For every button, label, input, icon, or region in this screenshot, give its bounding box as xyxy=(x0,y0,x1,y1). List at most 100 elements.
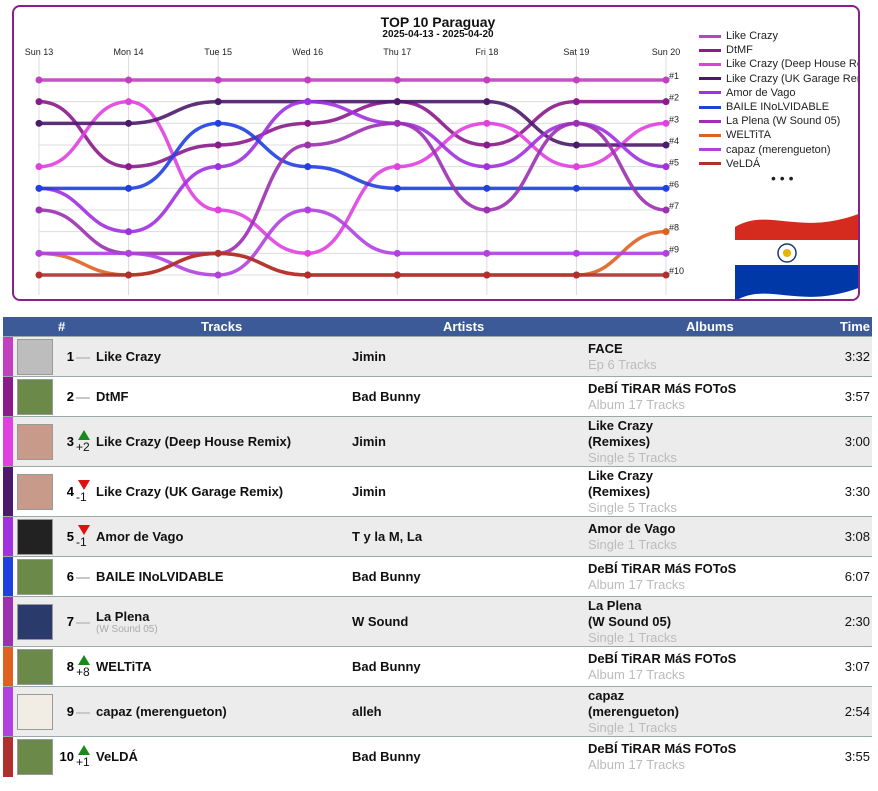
album-name[interactable]: (merengueton) xyxy=(588,703,679,719)
album-name[interactable]: DeBÍ TiRAR MáS FOToS xyxy=(588,650,737,666)
track-name[interactable]: La Plena xyxy=(96,608,150,624)
album-info: capaz (merengueton) Single 1 Tracks xyxy=(588,686,798,737)
album-art xyxy=(17,558,53,595)
legend-entry: WELTiTA xyxy=(699,128,858,142)
track-name[interactable]: Like Crazy (Deep House Remix) xyxy=(96,434,292,449)
track-name[interactable]: WELTiTA xyxy=(96,659,152,674)
table-row[interactable]: 9 capaz (merengueton) alleh capaz (merenguet… xyxy=(3,686,872,737)
legend-label: La Plena (W Sound 05) xyxy=(726,115,841,128)
rank-number: 7 xyxy=(58,596,76,647)
album-name[interactable]: Amor de Vago xyxy=(588,520,676,536)
legend-swatch xyxy=(699,105,721,109)
track-duration: 3:30 xyxy=(798,466,872,517)
album-art xyxy=(17,423,53,460)
album-name[interactable]: FACE xyxy=(588,340,623,356)
data-point xyxy=(393,163,401,171)
table-header: # Tracks Artists Albums Time xyxy=(3,317,872,337)
legend-entry: Amor de Vago xyxy=(699,86,858,100)
album-meta: Album 17 Tracks xyxy=(588,576,685,592)
row-color-stripe xyxy=(3,376,13,417)
rank-movement xyxy=(76,376,96,417)
album-info: Like Crazy (Remixes) Single 5 Tracks xyxy=(588,466,798,517)
data-point xyxy=(304,76,312,84)
album-meta: Single 5 Tracks xyxy=(588,499,677,515)
header-artists: Artists xyxy=(346,317,588,337)
rank-number: 2 xyxy=(58,376,76,417)
table-row[interactable]: 8 +8 WELTiTA Bad Bunny DeBÍ TiRAR MáS FOToS A… xyxy=(3,646,872,687)
track-name[interactable]: VeLDÁ xyxy=(96,749,138,765)
track-name[interactable]: capaz (merengueton) xyxy=(96,704,227,719)
table-row[interactable]: 5 -1 Amor de Vago T y la M, La Amor de Vago S… xyxy=(3,516,872,557)
y-tick-label: #3 xyxy=(669,114,679,124)
data-point xyxy=(35,249,43,257)
rank-movement: +1 xyxy=(76,736,96,777)
album-art-cell xyxy=(13,736,58,777)
album-name[interactable]: (Remixes) xyxy=(588,433,651,449)
album-name[interactable]: DeBÍ TiRAR MáS FOToS xyxy=(588,380,737,396)
chart-title: TOP 10 Paraguay xyxy=(380,14,496,30)
album-art xyxy=(17,648,53,685)
header-time: Time xyxy=(798,317,872,337)
data-point xyxy=(572,119,580,127)
data-point xyxy=(35,206,43,214)
track-duration: 3:08 xyxy=(798,516,872,557)
series-line xyxy=(37,99,668,256)
row-color-stripe xyxy=(3,516,13,557)
table-row[interactable]: 3 +2 Like Crazy (Deep House Remix) Jimin Lik… xyxy=(3,416,872,467)
legend-swatch xyxy=(699,119,721,123)
track-name[interactable]: Amor de Vago xyxy=(96,529,184,544)
album-name[interactable]: DeBÍ TiRAR MáS FOToS xyxy=(588,740,737,756)
data-point xyxy=(125,76,133,84)
album-name[interactable]: Like Crazy xyxy=(588,417,654,433)
album-name[interactable]: (W Sound 05) xyxy=(588,613,672,629)
data-point xyxy=(35,98,43,106)
data-point xyxy=(483,163,491,171)
track-duration: 3:00 xyxy=(798,416,872,467)
data-point xyxy=(483,271,491,279)
album-meta: Single 1 Tracks xyxy=(588,629,677,645)
table-row[interactable]: 10 +1 VeLDÁ Bad Bunny DeBÍ TiRAR MáS FOToS Al… xyxy=(3,736,872,777)
data-point xyxy=(483,119,491,127)
table-row[interactable]: 7 La Plena (W Sound 05) W Sound La Plena (W S… xyxy=(3,596,872,647)
legend-swatch xyxy=(699,91,721,95)
album-name[interactable]: capaz xyxy=(588,687,625,703)
y-tick-label: #6 xyxy=(669,179,679,189)
album-art xyxy=(17,473,53,510)
album-art-cell xyxy=(13,686,58,737)
data-point xyxy=(483,98,491,106)
table-row[interactable]: 2 DtMF Bad Bunny DeBÍ TiRAR MáS FOToS Album … xyxy=(3,376,872,417)
arrow-down-icon xyxy=(78,479,90,490)
artist-name: Jimin xyxy=(346,466,588,517)
album-name[interactable]: Like Crazy xyxy=(588,467,654,483)
arrow-up-icon xyxy=(78,654,90,665)
rank-movement: -1 xyxy=(76,466,96,517)
data-point xyxy=(393,119,401,127)
track-title: Amor de Vago xyxy=(96,516,346,557)
table-row[interactable]: 1 Like Crazy Jimin FACE Ep 6 Tracks 3:32 xyxy=(3,336,872,377)
track-title: Like Crazy (UK Garage Remix) xyxy=(96,466,346,517)
x-tick-label: Sun 20 xyxy=(652,47,681,57)
data-point xyxy=(125,271,133,279)
rank-movement xyxy=(76,336,96,377)
data-point xyxy=(662,271,670,279)
track-name[interactable]: Like Crazy (UK Garage Remix) xyxy=(96,484,284,499)
rank-movement: +8 xyxy=(76,646,96,687)
album-art-cell xyxy=(13,336,58,377)
table-row[interactable]: 4 -1 Like Crazy (UK Garage Remix) Jimin Like… xyxy=(3,466,872,517)
album-name[interactable]: DeBÍ TiRAR MáS FOToS xyxy=(588,560,737,576)
movement-value: -1 xyxy=(76,489,87,504)
data-point xyxy=(125,119,133,127)
track-name[interactable]: DtMF xyxy=(96,389,129,404)
data-point xyxy=(662,98,670,106)
album-name[interactable]: La Plena xyxy=(588,597,642,613)
track-name[interactable]: BAILE INoLVIDABLE xyxy=(96,569,224,584)
table-row[interactable]: 6 BAILE INoLVIDABLE Bad Bunny DeBÍ TiRAR Má… xyxy=(3,556,872,597)
album-art-cell xyxy=(13,516,58,557)
legend-more: • • • xyxy=(771,169,794,186)
track-name[interactable]: Like Crazy xyxy=(96,349,162,364)
data-point xyxy=(662,249,670,257)
legend-label: WELTiTA xyxy=(726,129,772,142)
album-art-cell xyxy=(13,416,58,467)
album-name[interactable]: (Remixes) xyxy=(588,483,651,499)
rank-number: 6 xyxy=(58,556,76,597)
